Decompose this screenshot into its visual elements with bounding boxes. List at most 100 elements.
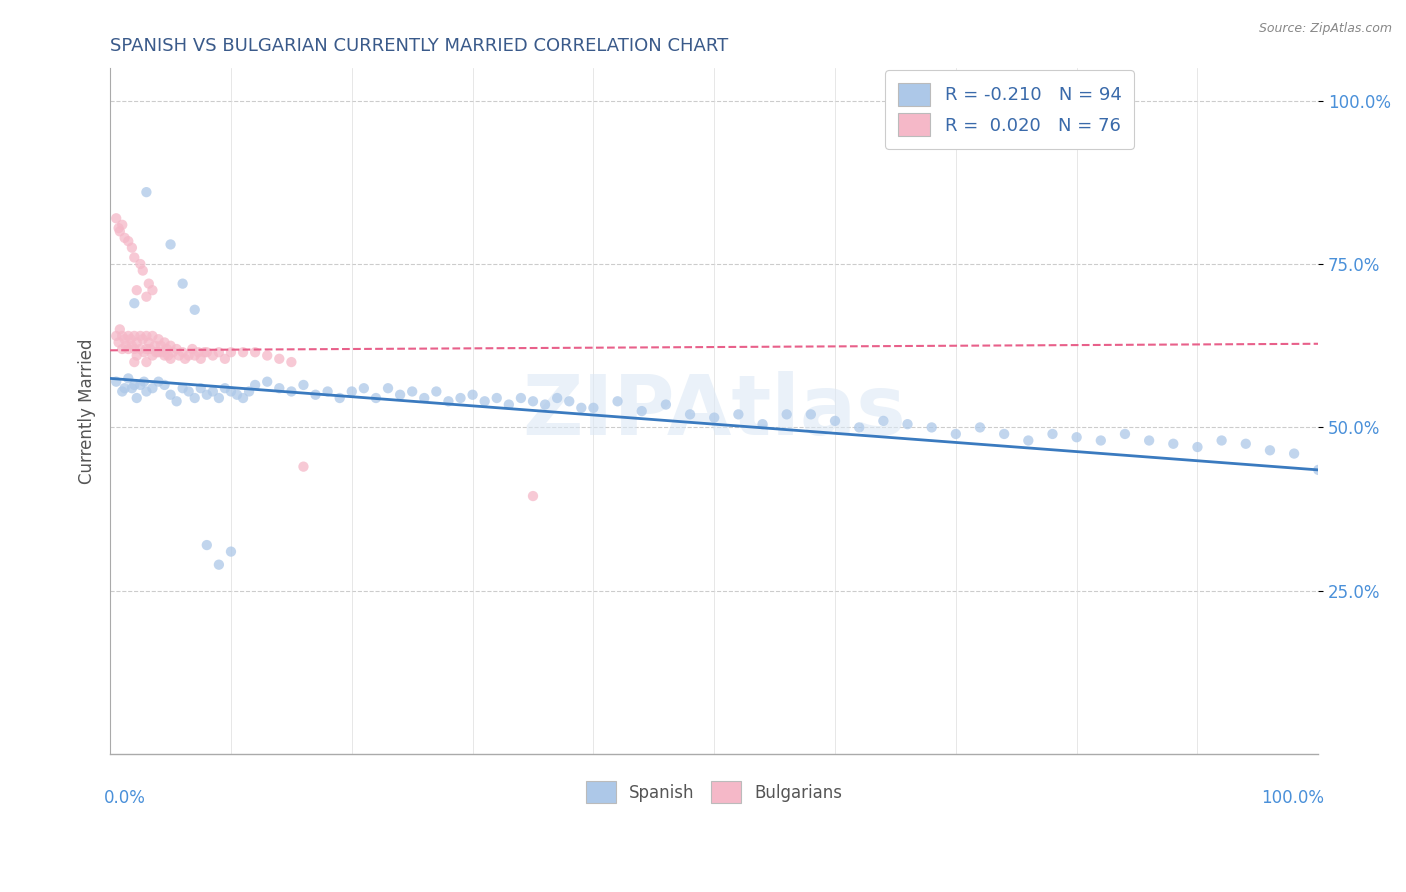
Point xyxy=(138,335,160,350)
Point xyxy=(135,185,157,199)
Point xyxy=(111,218,134,232)
Point xyxy=(969,420,991,434)
Point xyxy=(114,381,136,395)
Point xyxy=(108,224,131,238)
Point xyxy=(329,391,352,405)
Point xyxy=(727,408,749,422)
Text: 100.0%: 100.0% xyxy=(1261,789,1324,806)
Point xyxy=(522,489,544,503)
Point xyxy=(269,381,291,395)
Point xyxy=(304,388,326,402)
Point xyxy=(509,391,531,405)
Point xyxy=(413,391,436,405)
Point xyxy=(132,375,155,389)
Point xyxy=(117,371,139,385)
Point xyxy=(1258,443,1281,458)
Point xyxy=(193,345,215,359)
Point xyxy=(107,335,129,350)
Point xyxy=(364,391,387,405)
Point xyxy=(1066,430,1088,444)
Point xyxy=(292,459,315,474)
Point xyxy=(177,384,200,399)
Point xyxy=(280,384,302,399)
Point xyxy=(522,394,544,409)
Point xyxy=(135,290,157,304)
Point xyxy=(124,342,146,356)
Point xyxy=(105,329,128,343)
Point xyxy=(214,351,236,366)
Point xyxy=(848,420,870,434)
Point xyxy=(993,427,1015,442)
Point xyxy=(172,381,194,395)
Point xyxy=(124,329,146,343)
Point xyxy=(187,345,209,359)
Point xyxy=(183,302,205,317)
Point xyxy=(316,384,339,399)
Point xyxy=(114,332,136,346)
Point xyxy=(776,408,799,422)
Point xyxy=(174,351,197,366)
Point xyxy=(177,349,200,363)
Point xyxy=(256,349,278,363)
Point xyxy=(679,408,702,422)
Point xyxy=(159,388,181,402)
Point xyxy=(1234,436,1257,450)
Point xyxy=(124,251,146,265)
Point xyxy=(129,257,152,271)
Point xyxy=(1137,434,1160,448)
Point xyxy=(141,283,163,297)
Point xyxy=(125,349,148,363)
Point xyxy=(117,329,139,343)
Point xyxy=(219,384,242,399)
Point xyxy=(111,384,134,399)
Point xyxy=(141,381,163,395)
Point xyxy=(125,391,148,405)
Point xyxy=(425,384,447,399)
Point xyxy=(120,332,142,346)
Point xyxy=(195,538,218,552)
Text: ZIPAtlas: ZIPAtlas xyxy=(522,370,905,451)
Point xyxy=(945,427,967,442)
Y-axis label: Currently Married: Currently Married xyxy=(79,338,96,483)
Point xyxy=(114,231,136,245)
Point xyxy=(121,339,143,353)
Point xyxy=(121,381,143,395)
Point xyxy=(219,544,242,558)
Point xyxy=(1161,436,1184,450)
Point xyxy=(824,414,846,428)
Point xyxy=(167,349,190,363)
Point xyxy=(751,417,773,432)
Point xyxy=(124,355,146,369)
Point xyxy=(1211,434,1233,448)
Point xyxy=(121,241,143,255)
Point xyxy=(183,349,205,363)
Point xyxy=(243,345,266,359)
Point xyxy=(172,345,194,359)
Point xyxy=(138,277,160,291)
Point xyxy=(135,355,157,369)
Point xyxy=(569,401,592,415)
Point xyxy=(232,391,254,405)
Point xyxy=(498,398,520,412)
Point xyxy=(437,394,460,409)
Point xyxy=(117,342,139,356)
Point xyxy=(582,401,605,415)
Point xyxy=(340,384,363,399)
Point xyxy=(1308,463,1330,477)
Point xyxy=(214,381,236,395)
Point xyxy=(450,391,472,405)
Point xyxy=(208,391,231,405)
Point xyxy=(135,342,157,356)
Point xyxy=(256,375,278,389)
Point xyxy=(159,351,181,366)
Point xyxy=(156,342,179,356)
Point xyxy=(534,398,557,412)
Point xyxy=(1187,440,1209,454)
Point xyxy=(132,345,155,359)
Point xyxy=(1042,427,1064,442)
Point xyxy=(485,391,508,405)
Point xyxy=(201,384,224,399)
Point xyxy=(124,378,146,392)
Point xyxy=(232,345,254,359)
Point xyxy=(172,277,194,291)
